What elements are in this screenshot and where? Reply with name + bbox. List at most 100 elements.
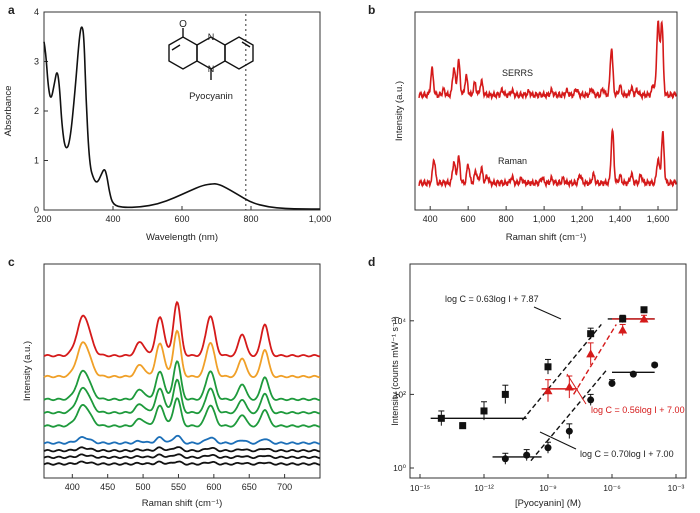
equation-squares: log C = 0.63log I + 7.87 bbox=[445, 294, 539, 304]
triangle-point bbox=[639, 314, 649, 323]
xtick-label: 700 bbox=[277, 482, 292, 492]
circle-point bbox=[544, 444, 552, 452]
ylabel-b: Intensity (a.u.) bbox=[394, 81, 405, 141]
panel-c: c 400 450 500 550 600 650 700 Raman shift (cm⁻… bbox=[8, 255, 321, 509]
triangle-point bbox=[586, 349, 596, 358]
raman-trace-3 bbox=[43, 446, 321, 453]
circle-point bbox=[608, 379, 616, 387]
panel-d: d 10⁻¹⁵ 10⁻¹² 10⁻⁹ 10⁻⁶ 10⁻³ 10⁰ 10² 10⁴ log C … bbox=[368, 255, 687, 509]
triangle-point bbox=[564, 382, 574, 391]
axis-ticks-c: 400 450 500 550 600 650 700 bbox=[65, 474, 292, 492]
square-point bbox=[480, 407, 488, 415]
axis-ticks-d: 10⁻¹⁵ 10⁻¹² 10⁻⁹ 10⁻⁶ 10⁻³ 10⁰ 10² 10⁴ bbox=[393, 316, 685, 493]
ylabel-a: Absorbance bbox=[3, 86, 14, 137]
double-bond-inner bbox=[171, 44, 181, 51]
xtick-label: 400 bbox=[423, 214, 438, 224]
ring-left bbox=[168, 36, 198, 70]
panel-b: b 400 600 800 1,000 1,200 1,400 1,600 SERRS Ra… bbox=[368, 3, 678, 243]
ytick-label: 10⁴ bbox=[393, 316, 406, 326]
square-point bbox=[640, 306, 648, 314]
raman-trace-6 bbox=[43, 378, 321, 415]
ylabel-d: Intensity (counts mW⁻¹ s⁻¹) bbox=[390, 316, 400, 426]
data-points bbox=[437, 306, 659, 465]
nitrogen-label-top: N bbox=[208, 32, 215, 42]
absorbance-line bbox=[43, 26, 320, 210]
raman-trace-7 bbox=[43, 360, 321, 402]
raman-trace-1 bbox=[43, 460, 321, 466]
molecule-name: Pyocyanin bbox=[189, 91, 233, 102]
xtick-label: 1,200 bbox=[571, 214, 594, 224]
square-point bbox=[437, 414, 445, 422]
panel-a: a 200 400 600 800 1,000 0 1 2 3 4 Wavelength (nm)… bbox=[3, 3, 331, 243]
arrow-squares bbox=[533, 306, 562, 320]
panel-label-c: c bbox=[8, 255, 15, 269]
xtick-label: 1,400 bbox=[609, 214, 632, 224]
xtick-label: 450 bbox=[100, 482, 115, 492]
xtick-label: 200 bbox=[36, 214, 51, 224]
panel-label-a: a bbox=[8, 3, 15, 17]
circle-point bbox=[565, 427, 573, 435]
equation-triangles: log C = 0.56log I + 7.00 bbox=[591, 405, 685, 415]
xtick-label: 1,600 bbox=[647, 214, 670, 224]
square-point bbox=[501, 390, 509, 398]
xtick-label: 1,000 bbox=[533, 214, 556, 224]
xtick-label: 600 bbox=[206, 482, 221, 492]
raman-trace-4 bbox=[43, 434, 321, 445]
xtick-label: 600 bbox=[461, 214, 476, 224]
axis-ticks-b: 400 600 800 1,000 1,200 1,400 1,600 bbox=[423, 206, 670, 224]
circle-point bbox=[501, 455, 509, 463]
xtick-label: 400 bbox=[65, 482, 80, 492]
fit-lines bbox=[430, 318, 655, 462]
arrow-triangles bbox=[566, 373, 587, 405]
circle-point bbox=[629, 370, 637, 378]
ytick-label: 4 bbox=[34, 7, 39, 17]
double-bond-inner-right bbox=[241, 41, 251, 48]
raman-trace-8 bbox=[43, 329, 321, 379]
square-point bbox=[459, 422, 467, 430]
square-point bbox=[544, 363, 552, 371]
ytick-label: 0 bbox=[34, 205, 39, 215]
ring-right bbox=[224, 36, 254, 70]
raman-traces bbox=[43, 300, 321, 466]
serrs-spectrum bbox=[418, 19, 677, 101]
xtick-label: 600 bbox=[174, 214, 189, 224]
xlabel-c: Raman shift (cm⁻¹) bbox=[142, 498, 223, 509]
ytick-label: 10² bbox=[394, 389, 406, 399]
xtick-label: 10⁻¹⁵ bbox=[410, 483, 430, 493]
oxygen-label: O bbox=[179, 19, 187, 30]
plot-frame-a bbox=[43, 11, 321, 211]
ytick-label: 1 bbox=[34, 156, 39, 166]
xtick-label: 500 bbox=[136, 482, 151, 492]
xtick-label: 10⁻⁹ bbox=[539, 483, 557, 493]
xtick-label: 10⁻⁶ bbox=[603, 483, 620, 493]
raman-trace-2 bbox=[43, 453, 321, 460]
raman-spectrum bbox=[418, 127, 677, 189]
xtick-label: 650 bbox=[242, 482, 257, 492]
circle-point bbox=[523, 451, 531, 459]
circle-point bbox=[587, 396, 595, 404]
raman-trace-5 bbox=[43, 397, 321, 428]
pyocyanin-structure bbox=[168, 28, 254, 80]
ytick-label: 2 bbox=[34, 106, 39, 116]
xtick-label: 10⁻¹² bbox=[474, 483, 494, 493]
squares-fit-slope bbox=[521, 324, 602, 421]
circles-fit-slope bbox=[530, 368, 609, 462]
raman-label: Raman bbox=[498, 156, 527, 166]
triangles-fit-slope bbox=[573, 324, 617, 395]
xlabel-b: Raman shift (cm⁻¹) bbox=[506, 232, 587, 243]
xtick-label: 1,000 bbox=[309, 214, 332, 224]
arrow-circles bbox=[539, 431, 577, 450]
square-point bbox=[587, 330, 595, 338]
xtick-label: 800 bbox=[499, 214, 514, 224]
xlabel-d: [Pyocyanin] (M) bbox=[515, 498, 581, 509]
ylabel-c: Intensity (a.u.) bbox=[22, 341, 33, 401]
xtick-label: 400 bbox=[105, 214, 120, 224]
xlabel-a: Wavelength (nm) bbox=[146, 232, 218, 243]
triangle-point bbox=[618, 325, 628, 334]
panel-label-d: d bbox=[368, 255, 375, 269]
ytick-label: 3 bbox=[34, 57, 39, 67]
panel-label-b: b bbox=[368, 3, 375, 17]
plot-frame-b bbox=[414, 11, 678, 211]
equation-circles: log C = 0.70log I + 7.00 bbox=[580, 449, 674, 459]
